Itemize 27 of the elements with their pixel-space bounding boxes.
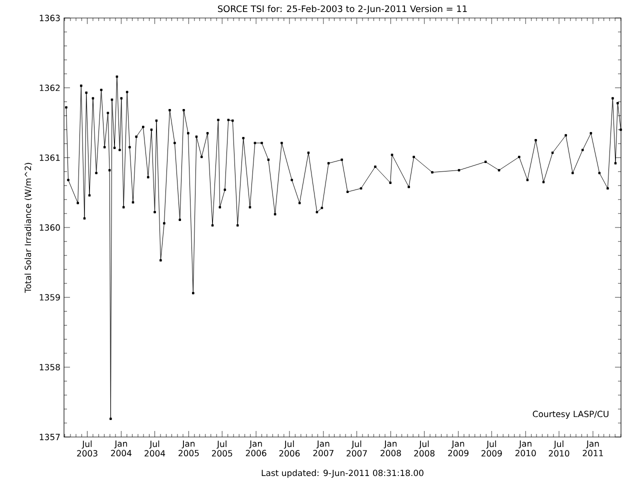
x-tick-label: Jul 2008 bbox=[414, 440, 435, 457]
x-tick-label: Jan 2006 bbox=[246, 440, 266, 456]
x-tick-label: Jan 2010 bbox=[515, 440, 536, 456]
chart-title: SORCE TSI for: 25-Feb-2003 to 2-Jun-2011 Version = 11 bbox=[218, 5, 467, 14]
y-tick-label: 1358 bbox=[40, 364, 60, 370]
x-tick-label: Jul 2006 bbox=[279, 440, 300, 457]
y-tick-label: 1357 bbox=[40, 434, 60, 440]
y-tick-label: 1359 bbox=[40, 294, 60, 301]
y-tick-label: 1361 bbox=[40, 154, 60, 161]
y-axis-title: Total Solar Irradiance (W/m^2) bbox=[24, 162, 32, 293]
text: Last updated: 9-Jun-2011 08:31:18.00 bbox=[262, 470, 424, 478]
x-tick-label: Jan 2005 bbox=[178, 440, 199, 456]
y-tick-label: 1363 bbox=[40, 14, 60, 22]
x-tick-label: Jul 2005 bbox=[212, 440, 232, 457]
x-tick-label: Jan 2008 bbox=[380, 440, 401, 456]
x-tick-label: Jul 2003 bbox=[77, 440, 98, 457]
y-tick-label: 1362 bbox=[40, 84, 60, 92]
x-tick-label: Jan 2011 bbox=[582, 440, 603, 456]
x-tick-label: Jul 2009 bbox=[482, 440, 502, 457]
annotation: Courtesy LASP/CU bbox=[532, 410, 608, 419]
y-tick-label: 1360 bbox=[40, 224, 60, 231]
x-tick-label: Jan 2004 bbox=[111, 440, 132, 456]
x-tick-label: Jul 2004 bbox=[144, 440, 166, 457]
x-tick-label: Jan 2009 bbox=[448, 440, 468, 456]
x-tick-label: Jul 2007 bbox=[346, 440, 367, 457]
x-tick-label: Jul 2010 bbox=[548, 440, 570, 457]
x-tick-label: Jan 2007 bbox=[313, 440, 334, 456]
